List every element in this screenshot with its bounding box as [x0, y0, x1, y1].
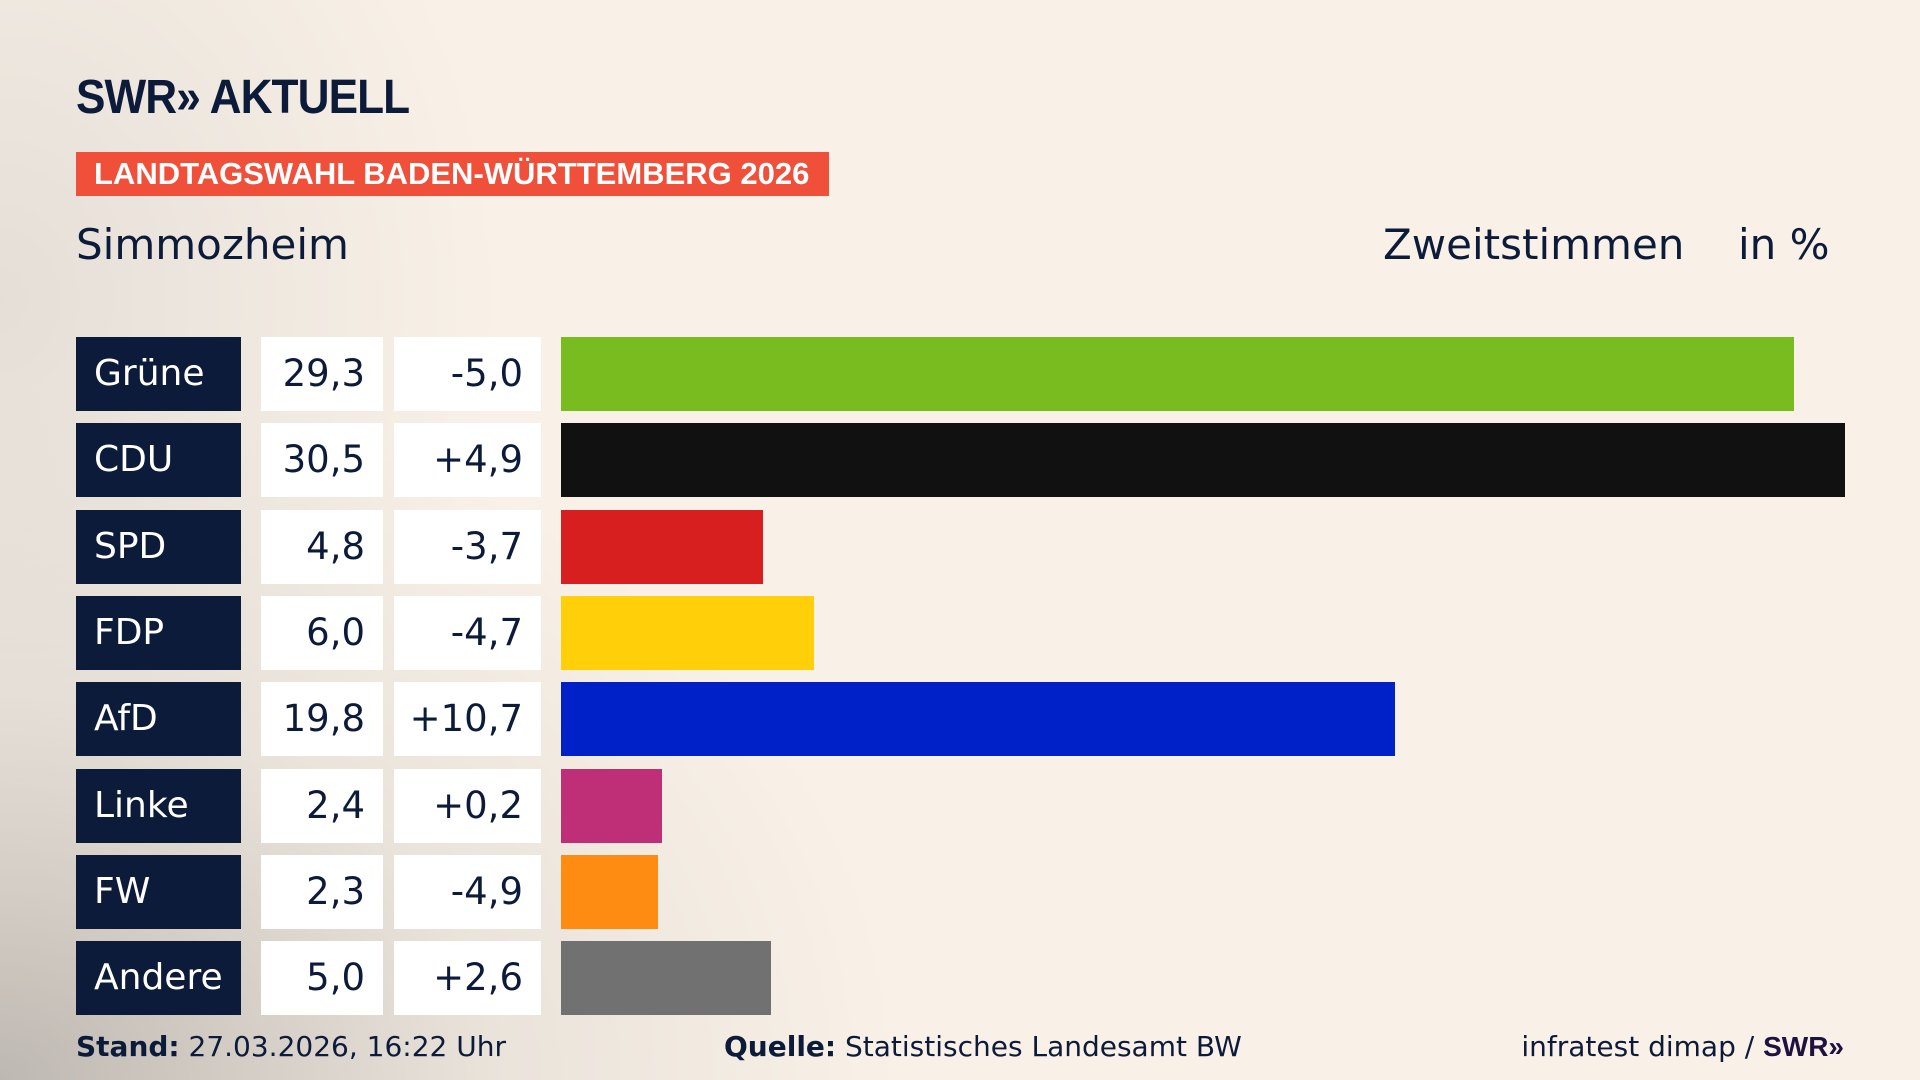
- change-value: +2,6: [394, 941, 541, 1016]
- stand-label: Stand:: [76, 1030, 180, 1063]
- vote-share-value: 4,8: [261, 509, 383, 584]
- party-label: FDP: [76, 595, 241, 670]
- result-row: FDP 6,0 -4,7: [0, 595, 1920, 670]
- change-value: +0,2: [394, 768, 541, 843]
- vote-share-value: 30,5: [261, 423, 383, 498]
- party-label: AfD: [76, 682, 241, 757]
- bar-cdu: [561, 423, 1845, 498]
- bar-fdp: [561, 595, 814, 670]
- result-row: FW 2,3 -4,9: [0, 854, 1920, 929]
- bar-fw: [561, 854, 658, 929]
- vote-share-value: 29,3: [261, 337, 383, 411]
- metric-label: Zweitstimmen: [1383, 220, 1685, 269]
- credit: infratest dimap / SWR»: [1521, 1030, 1844, 1063]
- party-label: Grüne: [76, 337, 241, 411]
- party-label: Linke: [76, 768, 241, 843]
- vote-share-value: 6,0: [261, 595, 383, 670]
- change-value: -3,7: [394, 509, 541, 584]
- vote-share-value: 2,4: [261, 768, 383, 843]
- bar-grüne: [561, 337, 1795, 411]
- vote-share-value: 19,8: [261, 682, 383, 757]
- swr-logo-small: SWR»: [1763, 1031, 1844, 1062]
- party-label: CDU: [76, 423, 241, 498]
- vote-share-value: 2,3: [261, 854, 383, 929]
- source-label: Quelle:: [724, 1030, 837, 1063]
- vote-share-value: 5,0: [261, 941, 383, 1016]
- stand-value: 27.03.2026, 16:22 Uhr: [179, 1030, 506, 1063]
- source: Quelle: Statistisches Landesamt BW: [724, 1030, 1242, 1063]
- change-value: -4,9: [394, 854, 541, 929]
- result-row: Andere 5,0 +2,6: [0, 941, 1920, 1016]
- change-value: +10,7: [394, 682, 541, 757]
- result-row: CDU 30,5 +4,9: [0, 423, 1920, 498]
- party-label: SPD: [76, 509, 241, 584]
- change-value: -4,7: [394, 595, 541, 670]
- result-row: AfD 19,8 +10,7: [0, 682, 1920, 757]
- unit-label: in %: [1738, 220, 1830, 269]
- result-row: Grüne 29,3 -5,0: [0, 337, 1920, 411]
- election-banner: LANDTAGSWAHL BADEN-WÜRTTEMBERG 2026: [76, 152, 829, 196]
- result-row: SPD 4,8 -3,7: [0, 509, 1920, 584]
- change-value: -5,0: [394, 337, 541, 411]
- result-row: Linke 2,4 +0,2: [0, 768, 1920, 843]
- region-title: Simmozheim: [76, 220, 349, 269]
- credit-text: infratest dimap /: [1521, 1030, 1764, 1063]
- party-label: FW: [76, 854, 241, 929]
- stand-timestamp: Stand: 27.03.2026, 16:22 Uhr: [76, 1030, 506, 1063]
- swr-aktuell-logo: SWR» AKTUELL: [76, 71, 410, 124]
- change-value: +4,9: [394, 423, 541, 498]
- bar-afd: [561, 682, 1395, 757]
- bar-linke: [561, 768, 663, 843]
- bar-spd: [561, 509, 764, 584]
- party-label: Andere: [76, 941, 241, 1016]
- source-value: Statistisches Landesamt BW: [836, 1030, 1242, 1063]
- bar-andere: [561, 941, 772, 1016]
